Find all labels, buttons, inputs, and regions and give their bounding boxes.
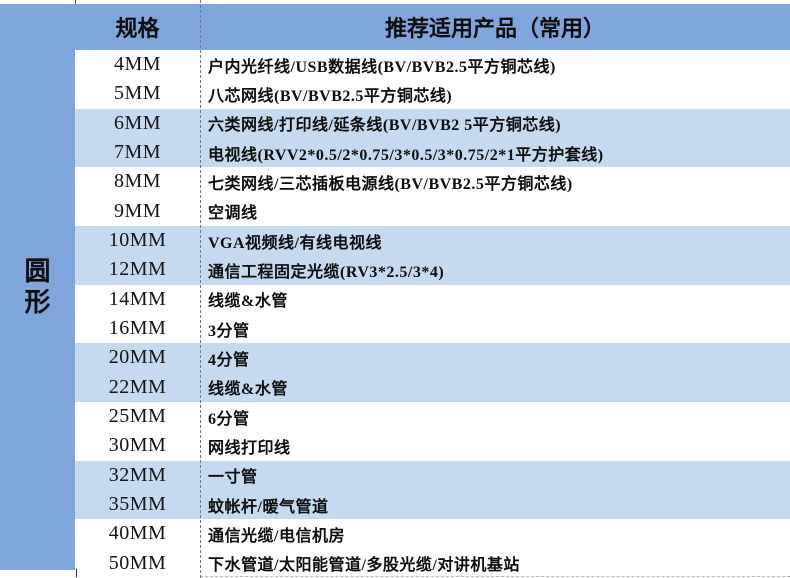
row-product: 网线打印线 bbox=[208, 439, 291, 457]
row-product: 六类网线/打印线/延条线(BV/BVB2 5平方铜芯线) bbox=[208, 117, 562, 135]
row-size: 6MM bbox=[113, 111, 162, 134]
row-size: 35MM bbox=[108, 493, 167, 516]
table-row: 50MM 下水管道/太阳能管道/多股光缆/对讲机基站 bbox=[75, 548, 790, 578]
table-row: 8MM 七类网线/三芯插板电源线(BV/BVB2.5平方铜芯线) bbox=[75, 167, 790, 197]
row-size: 32MM bbox=[108, 463, 167, 486]
row-size: 25MM bbox=[108, 405, 167, 428]
row-product: 七类网线/三芯插板电源线(BV/BVB2.5平方铜芯线) bbox=[208, 175, 573, 193]
table-row: 10MM VGA视频线/有线电视线 bbox=[75, 225, 790, 256]
row-size: 22MM bbox=[108, 375, 167, 398]
shape-side-label: 圆 形 bbox=[0, 4, 75, 570]
gridline-tick-bottom bbox=[76, 569, 77, 577]
table-row: 14MM 线缆&水管 bbox=[75, 284, 790, 314]
header-product-label: 推荐适用产品（常用） bbox=[384, 16, 605, 41]
row-size: 12MM bbox=[108, 258, 167, 281]
row-size: 20MM bbox=[108, 346, 167, 369]
row-product: 4分管 bbox=[208, 351, 250, 369]
table-row: 25MM 6分管 bbox=[75, 401, 790, 432]
side-label-char-1: 圆 bbox=[24, 255, 51, 286]
row-size: 4MM bbox=[113, 53, 162, 76]
row-product: 户内光纤线/USB数据线(BV/BVB2.5平方铜芯线) bbox=[208, 58, 556, 76]
row-product: 八芯网线(BV/BVB2.5平方铜芯线) bbox=[208, 87, 453, 105]
table-row: 7MM 电视线(RVV2*0.5/2*0.75/3*0.5/3*0.75/2*1平… bbox=[75, 137, 790, 168]
row-size: 9MM bbox=[113, 199, 162, 222]
table-row: 4MM 户内光纤线/USB数据线(BV/BVB2.5平方铜芯线) bbox=[75, 50, 790, 80]
row-size: 5MM bbox=[113, 82, 162, 105]
row-product: 通信工程固定光缆(RV3*2.5/3*4) bbox=[208, 263, 445, 281]
row-size: 8MM bbox=[113, 170, 162, 193]
row-product: 一寸管 bbox=[208, 469, 258, 487]
table-row: 40MM 通信光缆/电信机房 bbox=[75, 519, 790, 549]
side-label-char-2: 形 bbox=[24, 287, 51, 317]
table-row: 22MM 线缆&水管 bbox=[75, 372, 790, 402]
row-size: 10MM bbox=[108, 229, 167, 252]
table-body: 4MM 户内光纤线/USB数据线(BV/BVB2.5平方铜芯线) 5MM 八芯网线(B… bbox=[75, 50, 790, 578]
row-product: 下水管道/太阳能管道/多股光缆/对讲机基站 bbox=[208, 557, 520, 575]
table-row: 30MM 网线打印线 bbox=[75, 431, 790, 461]
table-row: 32MM 一寸管 bbox=[75, 460, 790, 490]
row-size: 16MM bbox=[108, 317, 167, 340]
row-size: 30MM bbox=[108, 434, 167, 457]
table-row: 6MM 六类网线/打印线/延条线(BV/BVB2 5平方铜芯线) bbox=[75, 108, 790, 138]
header-spec-label: 规格 bbox=[115, 16, 160, 41]
row-size: 7MM bbox=[113, 141, 162, 164]
row-product: 3分管 bbox=[208, 322, 250, 340]
row-size: 14MM bbox=[108, 287, 167, 310]
table-row: 5MM 八芯网线(BV/BVB2.5平方铜芯线) bbox=[75, 79, 790, 109]
table-row: 20MM 4分管 bbox=[75, 343, 790, 373]
gridline-tick-top bbox=[75, 0, 76, 4]
table-header-row: 规格 推荐适用产品（常用） bbox=[0, 4, 790, 50]
row-size: 50MM bbox=[108, 551, 167, 574]
row-product: 空调线 bbox=[208, 205, 258, 223]
row-size: 40MM bbox=[108, 522, 167, 545]
table-row: 9MM 空调线 bbox=[75, 196, 790, 226]
row-product: 电视线(RVV2*0.5/2*0.75/3*0.5/3*0.75/2*1平方护套… bbox=[208, 146, 604, 164]
table-row: 35MM 蚊帐杆/暖气管道 bbox=[75, 489, 790, 520]
row-product: 线缆&水管 bbox=[208, 293, 288, 311]
table-row: 12MM 通信工程固定光缆(RV3*2.5/3*4) bbox=[75, 255, 790, 285]
row-product: 线缆&水管 bbox=[208, 381, 288, 399]
bottom-gridline bbox=[200, 576, 790, 577]
row-product: 蚊帐杆/暖气管道 bbox=[208, 498, 329, 516]
top-edge-strip bbox=[0, 0, 790, 4]
column-divider-line bbox=[200, 0, 201, 578]
row-product: VGA视频线/有线电视线 bbox=[208, 234, 383, 252]
row-product: 通信光缆/电信机房 bbox=[208, 527, 345, 545]
row-product: 6分管 bbox=[208, 410, 250, 428]
table-row: 16MM 3分管 bbox=[75, 313, 790, 344]
